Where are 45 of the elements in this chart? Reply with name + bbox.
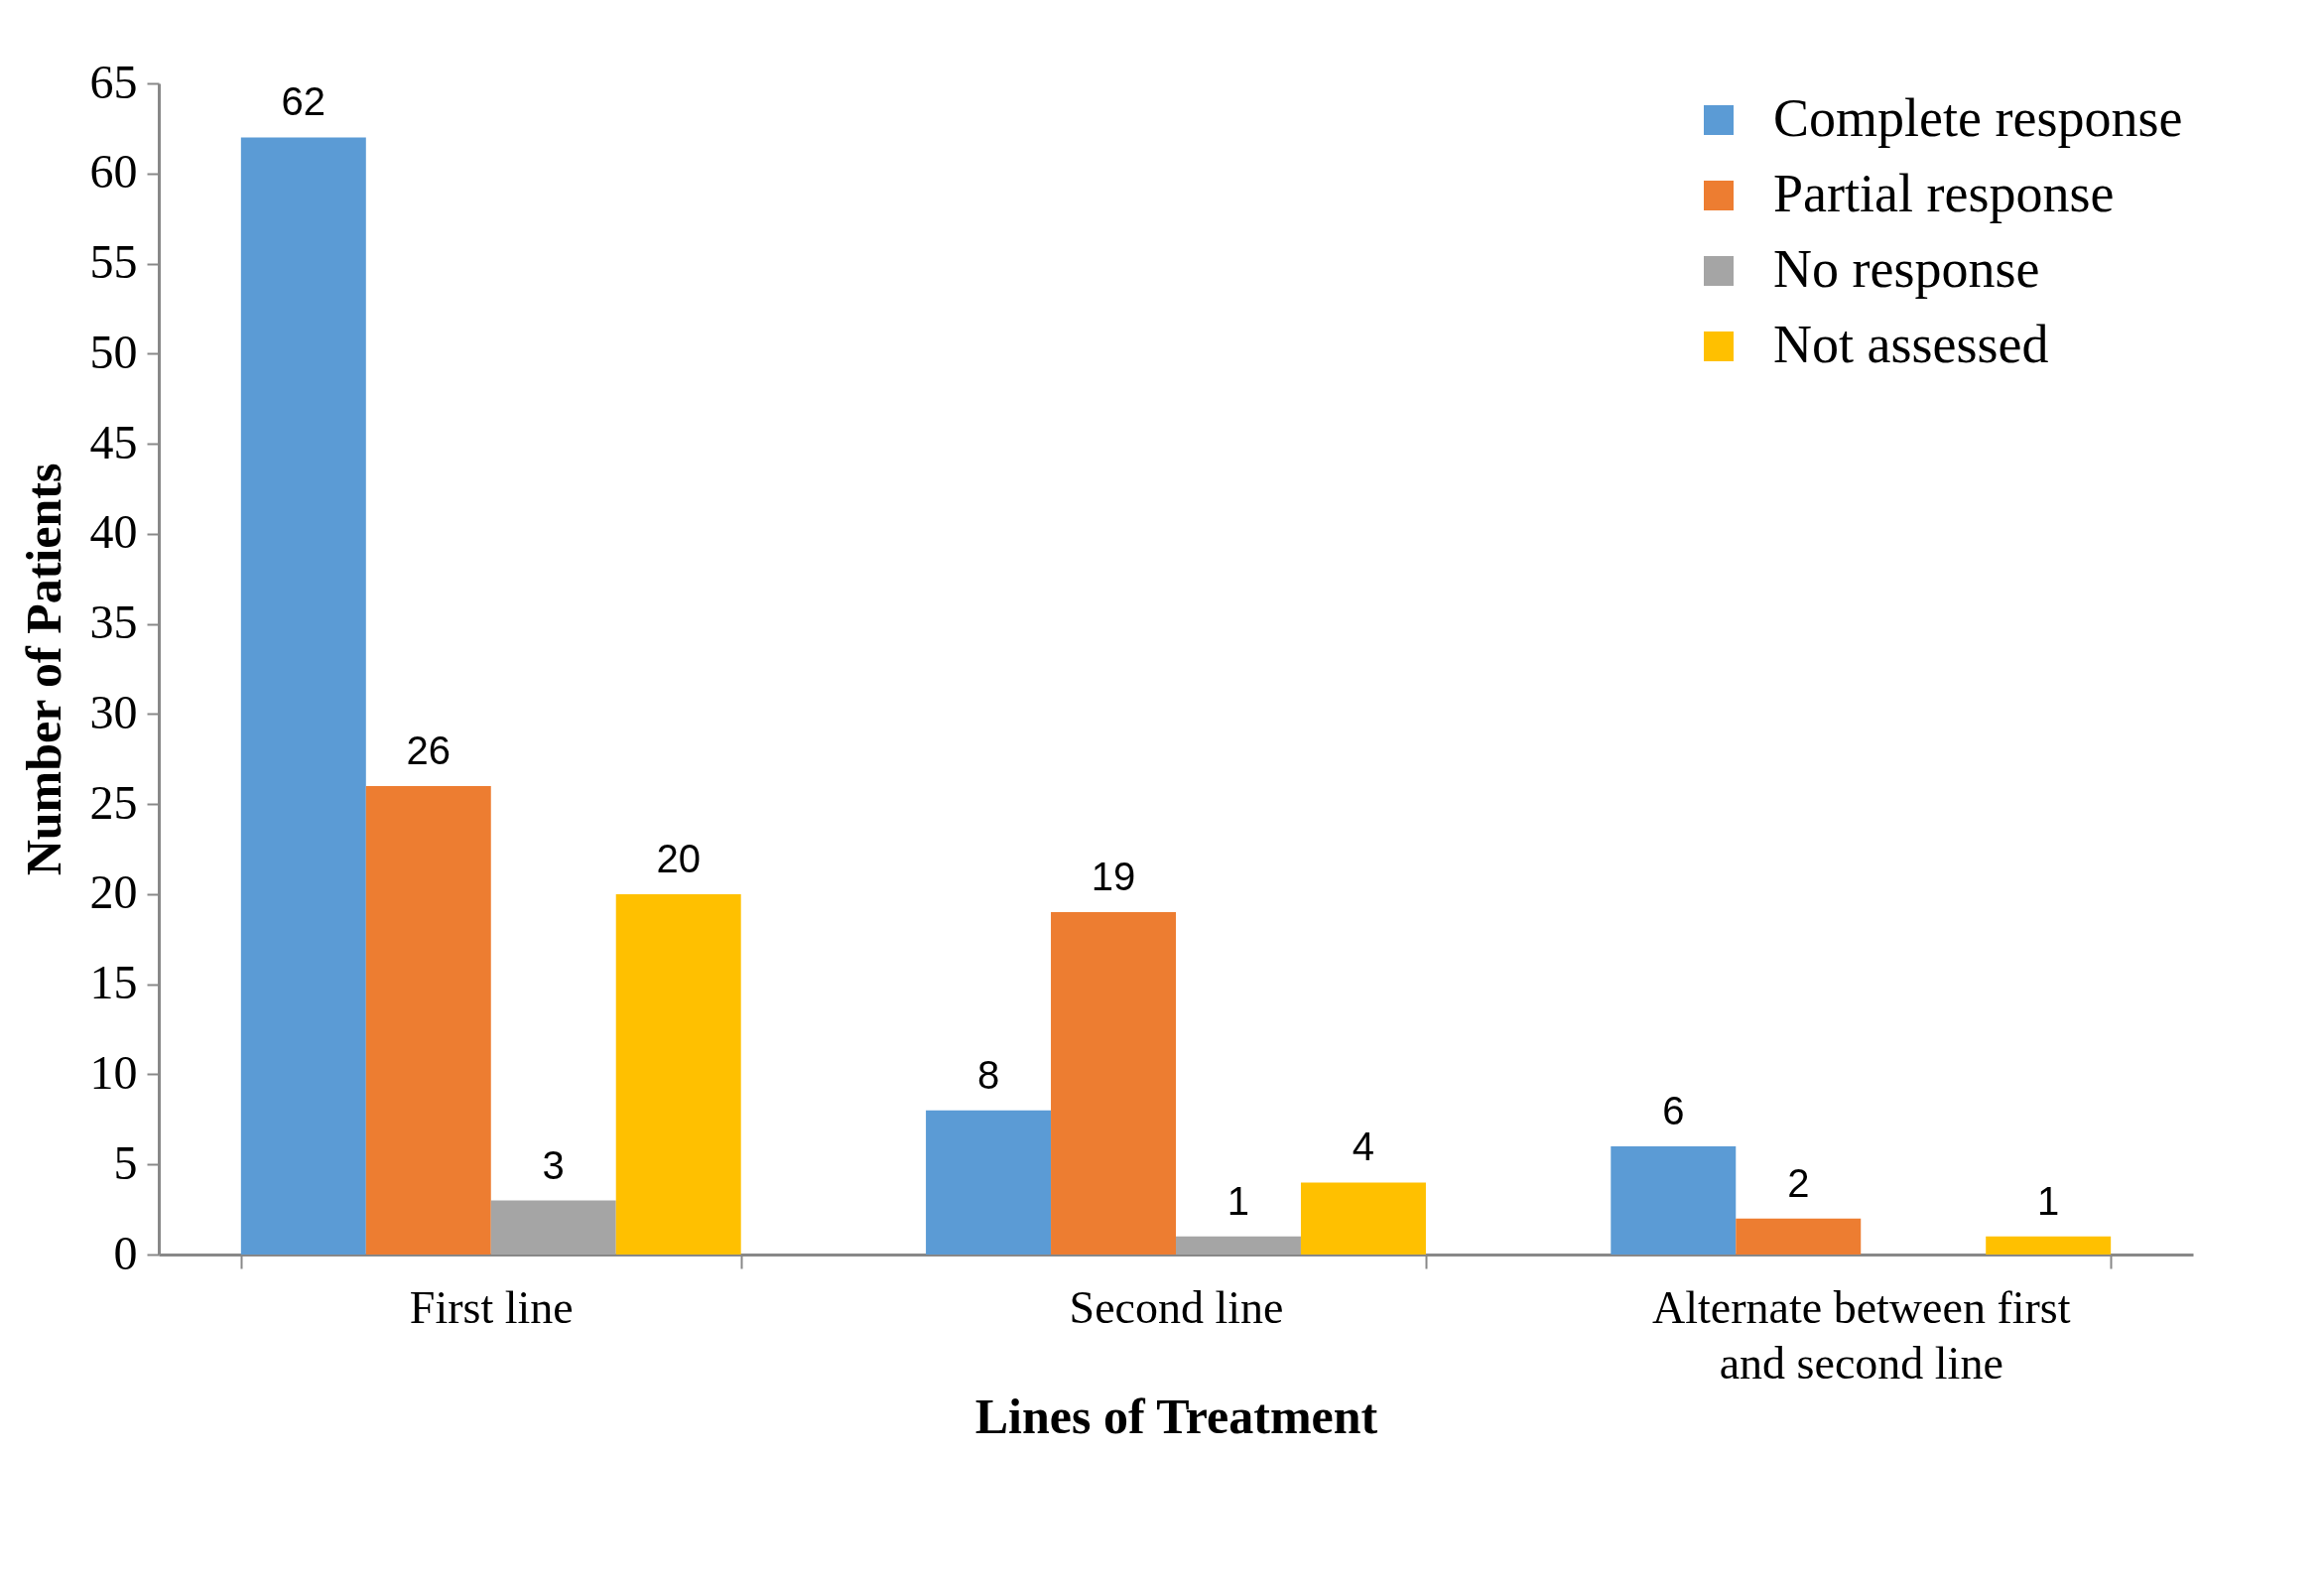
x-tick-label: First line (409, 1281, 574, 1333)
legend-label: No response (1773, 239, 2040, 299)
legend-label: Not assessed (1773, 315, 2049, 374)
y-tick-label: 10 (89, 1045, 138, 1099)
y-tick-label: 25 (89, 775, 138, 829)
data-label: 62 (281, 79, 326, 124)
legend-label: Complete response (1773, 88, 2183, 148)
y-tick-label: 15 (89, 956, 138, 1009)
data-label: 19 (1091, 855, 1136, 899)
bar (240, 137, 366, 1255)
x-tick-label: Alternate between first and second line (1651, 1281, 2071, 1389)
data-label: 2 (1787, 1160, 1810, 1205)
y-axis-title: Number of Patients (15, 463, 71, 876)
bar (615, 893, 741, 1255)
data-label: 1 (1227, 1178, 1250, 1223)
bar (365, 786, 491, 1255)
bar (1176, 1236, 1301, 1255)
bar (1736, 1218, 1862, 1255)
data-label: 20 (656, 836, 701, 880)
y-tick-label: 35 (89, 596, 138, 649)
data-label: 8 (976, 1052, 1000, 1097)
y-tick-label: 50 (89, 325, 138, 378)
x-tick-label: Second line (1069, 1281, 1284, 1333)
y-tick-label: 55 (89, 235, 138, 289)
bar (926, 1110, 1052, 1255)
bar (1300, 1182, 1426, 1255)
bar (490, 1200, 616, 1255)
y-tick-label: 20 (89, 865, 138, 919)
bar (1051, 912, 1176, 1255)
data-label: 26 (406, 728, 452, 772)
data-label: 3 (542, 1142, 565, 1187)
y-tick-label: 0 (113, 1226, 138, 1279)
bar (1611, 1146, 1737, 1255)
y-tick-label: 40 (89, 505, 138, 559)
data-label: 6 (1662, 1089, 1685, 1133)
y-tick-label: 30 (89, 685, 138, 738)
y-tick-label: 45 (89, 415, 138, 468)
x-axis-title: Lines of Treatment (974, 1388, 1378, 1444)
data-label: 4 (1352, 1125, 1375, 1169)
y-tick-label: 5 (113, 1135, 138, 1189)
data-label: 1 (2037, 1178, 2060, 1223)
legend-label: Partial response (1773, 164, 2115, 223)
y-tick-label: 60 (89, 145, 138, 199)
bar (1986, 1236, 2112, 1255)
y-tick-label: 65 (89, 55, 138, 108)
